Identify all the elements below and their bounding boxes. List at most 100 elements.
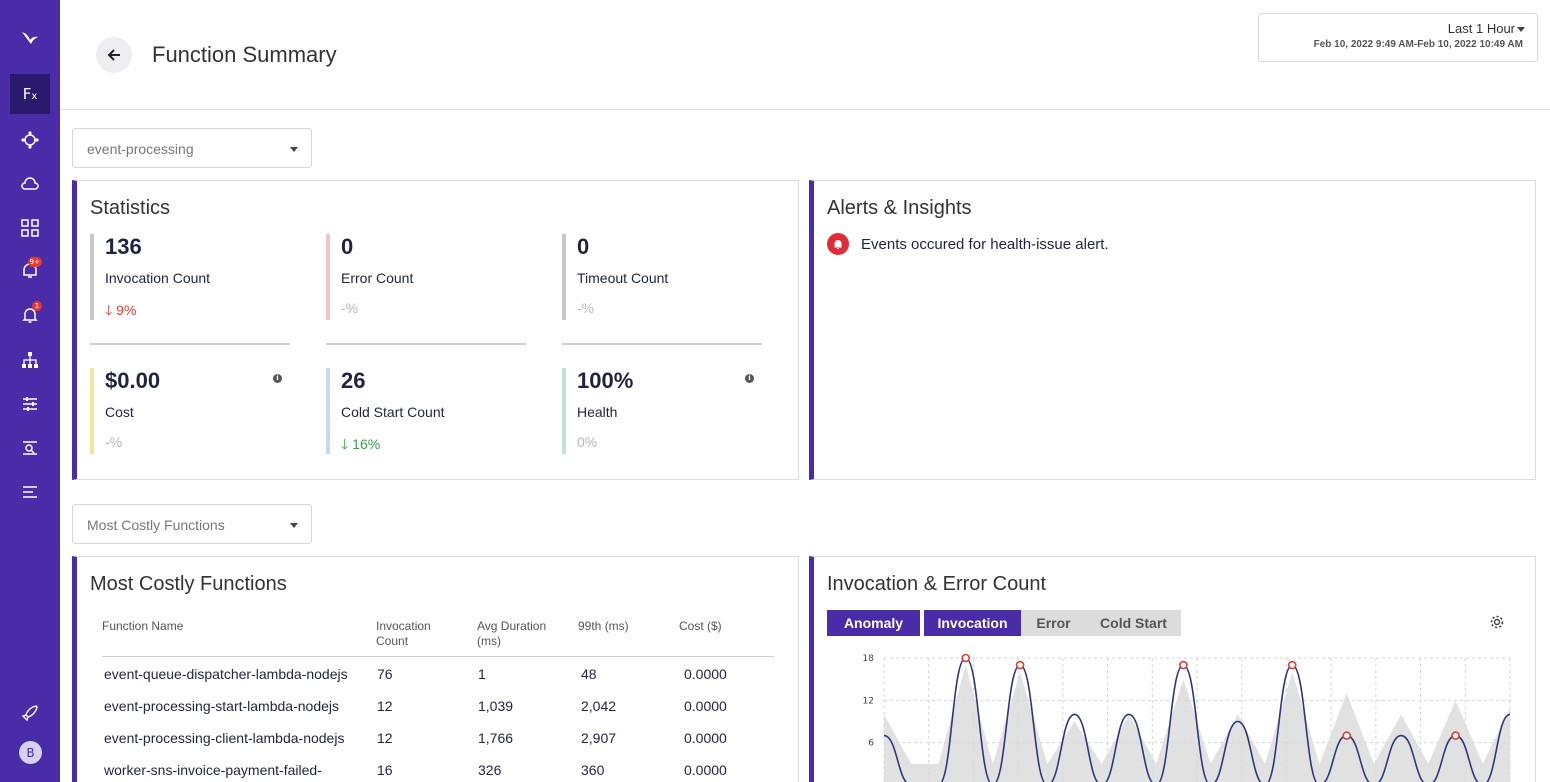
column-header-avg-duration[interactable]: Avg Duration (ms)	[477, 619, 547, 648]
table-cell: 48	[581, 666, 597, 682]
stat-color-bar	[90, 368, 94, 454]
stat-color-bar	[562, 368, 566, 454]
logo-bird-icon[interactable]	[10, 18, 50, 58]
alert-text: Events occured for health-issue alert.	[861, 235, 1109, 253]
filter-sliders-icon	[23, 397, 37, 411]
alerts-card: Alerts & Insights Events occured for hea…	[809, 180, 1536, 480]
time-range-label: Last 1 Hour	[1447, 21, 1515, 36]
sidebar-item-filters[interactable]	[10, 384, 50, 424]
tab-cold-start[interactable]: Cold Start	[1086, 610, 1181, 636]
invocation-chart: 18 12 6	[863, 653, 1511, 782]
table-cell: 0.0000	[684, 698, 727, 714]
time-range-picker[interactable]: Last 1 Hour Feb 10, 2022 9:49 AM-Feb 10,…	[1258, 13, 1538, 62]
stat-label: Timeout Count	[577, 270, 669, 286]
time-span-label: Feb 10, 2022 9:49 AM-Feb 10, 2022 10:49 …	[1313, 39, 1523, 50]
costly-functions-card: Most Costly Functions Function Name Invo…	[72, 556, 799, 782]
stat-change: 0%	[577, 434, 598, 450]
sidebar-item-clusters[interactable]	[10, 120, 50, 160]
stat-label: Error Count	[341, 270, 414, 286]
alert-rules-badge: 9+	[27, 257, 42, 267]
arrow-down-icon: 🡓	[105, 302, 113, 318]
stat-value: $0.00	[105, 368, 161, 393]
anomaly-point	[1179, 660, 1188, 670]
table-cell: 2,907	[581, 730, 617, 746]
hierarchy-icon	[22, 352, 38, 368]
info-icon[interactable]: i	[273, 374, 282, 383]
table-cell-function-name[interactable]: worker-sns-invoice-payment-failed-	[104, 762, 322, 778]
notifications-badge: 1	[32, 301, 42, 311]
table-cell: 16	[377, 762, 393, 778]
divider	[562, 343, 762, 345]
stat-label: Cost	[105, 404, 134, 420]
cluster-icon	[21, 131, 39, 149]
table-cell: 0.0000	[684, 730, 727, 746]
function-list-select[interactable]: Most Costly Functions	[72, 504, 312, 544]
function-icon: Fx	[22, 85, 38, 103]
table-cell: 12	[377, 730, 393, 746]
alert-bell-icon	[827, 233, 849, 255]
stat-label: Cold Start Count	[341, 404, 445, 420]
cloud-icon	[21, 177, 39, 190]
column-header-function-name[interactable]: Function Name	[102, 619, 184, 633]
stat-health: 100% i Health 0%	[562, 368, 762, 454]
stat-error-count: 0 Error Count -%	[326, 234, 526, 320]
stat-change: 🡓 9%	[105, 302, 137, 318]
chevron-down-icon	[290, 147, 298, 152]
sidebar-item-log-search[interactable]	[10, 428, 50, 468]
table-cell-function-name[interactable]: event-processing-client-lambda-nodejs	[104, 730, 345, 746]
arrow-left-icon	[107, 49, 120, 61]
sidebar-item-hierarchy[interactable]	[10, 340, 50, 380]
anomaly-point	[961, 653, 970, 663]
sidebar-item-dashboard[interactable]	[10, 208, 50, 248]
divider	[326, 343, 526, 345]
statistics-card: Statistics 136 Invocation Count 🡓 9% 0 E…	[72, 180, 799, 480]
header: Function Summary Last 1 Hour Feb 10, 202…	[60, 0, 1550, 110]
invocation-error-card: Invocation & Error Count Anomaly Invocat…	[809, 556, 1536, 782]
costly-functions-title: Most Costly Functions	[90, 573, 287, 595]
sidebar-item-alert-rules[interactable]: 9+	[10, 251, 50, 291]
y-tick-label: 18	[863, 654, 875, 664]
info-icon[interactable]: i	[745, 374, 754, 383]
tab-invocation[interactable]: Invocation	[924, 610, 1021, 636]
chevron-down-icon	[290, 523, 298, 528]
table-cell: 1,766	[478, 730, 514, 746]
divider	[90, 343, 290, 345]
stat-color-bar	[326, 368, 330, 454]
y-tick-label: 12	[863, 696, 874, 706]
gear-icon[interactable]	[1489, 614, 1505, 630]
sidebar-item-list[interactable]	[10, 472, 50, 512]
sidebar-item-cloud[interactable]	[10, 164, 50, 204]
avatar[interactable]: B	[19, 741, 42, 764]
column-header-invocation-count[interactable]: Invocation Count	[376, 619, 431, 648]
sidebar-item-functions[interactable]: Fx	[10, 74, 50, 114]
stat-value: 0	[341, 234, 354, 259]
column-header-cost[interactable]: Cost ($)	[679, 619, 722, 633]
log-search-icon	[23, 441, 37, 455]
list-icon	[23, 486, 37, 498]
statistics-title: Statistics	[90, 197, 171, 219]
stat-color-bar	[326, 234, 330, 320]
tab-anomaly[interactable]: Anomaly	[827, 610, 920, 636]
arrow-down-icon: 🡓	[341, 436, 349, 452]
table-cell-function-name[interactable]: event-processing-start-lambda-nodejs	[104, 698, 339, 714]
column-header-99th[interactable]: 99th (ms)	[578, 619, 629, 633]
back-button[interactable]	[96, 37, 132, 73]
stat-value: 26	[341, 368, 366, 393]
application-select[interactable]: event-processing	[72, 128, 312, 168]
sidebar-item-rocket[interactable]	[10, 693, 50, 733]
stat-change: -%	[341, 300, 359, 316]
tab-error[interactable]: Error	[1021, 610, 1086, 636]
stat-color-bar	[562, 234, 566, 320]
stat-change: -%	[577, 300, 595, 316]
alert-item[interactable]: Events occured for health-issue alert.	[827, 233, 1109, 255]
table-cell-function-name[interactable]: event-queue-dispatcher-lambda-nodejs	[104, 666, 348, 682]
stat-value: 0	[577, 234, 590, 259]
stat-cost: $0.00 i Cost -%	[90, 368, 290, 454]
sidebar-item-notifications[interactable]: 1	[10, 295, 50, 335]
stat-cold-start-count: 26 Cold Start Count 🡓 16%	[326, 368, 526, 454]
notification-bell-icon	[22, 308, 38, 323]
stat-invocation-count: 136 Invocation Count 🡓 9%	[90, 234, 290, 320]
table-cell: 360	[581, 762, 605, 778]
anomaly-point	[1287, 660, 1297, 670]
anomaly-point	[1451, 731, 1460, 740]
